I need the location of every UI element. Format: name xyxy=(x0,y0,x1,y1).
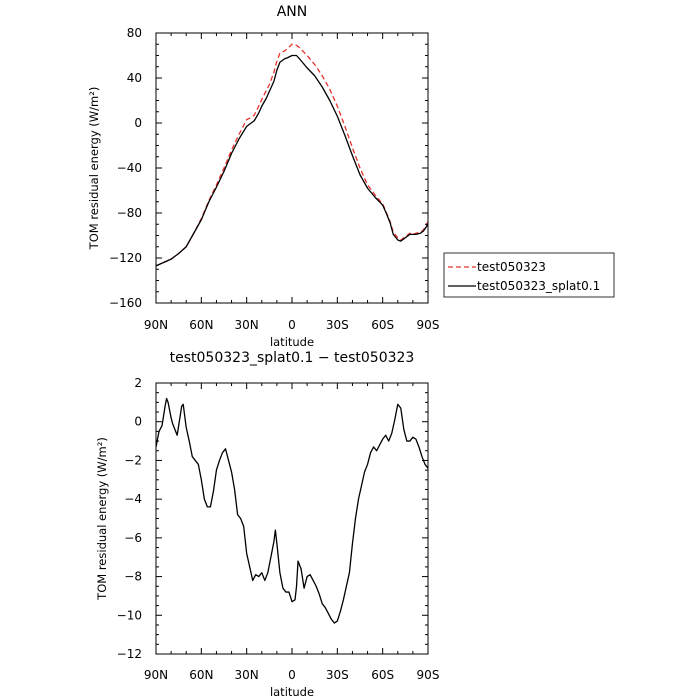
x-tick-label: 60N xyxy=(189,318,213,332)
x-tick-label: 30N xyxy=(235,668,259,682)
y-tick-label: 40 xyxy=(127,71,142,85)
plot-frame xyxy=(155,382,429,655)
chart-title: ANN xyxy=(277,4,308,20)
series-line xyxy=(155,54,429,267)
chart-top: ANN 90N 60N 30N 0 30S 60S 90S 80 40 0 −40 −80 −120 −16… xyxy=(87,4,615,349)
y-tick-label: −4 xyxy=(124,492,142,506)
y-tick-label: 80 xyxy=(127,26,142,40)
y-tick-label: −160 xyxy=(109,296,142,310)
y-tick-label: −12 xyxy=(117,647,142,661)
y-tick-label: −40 xyxy=(117,161,142,175)
chart-title: test050323_splat0.1 − test050323 xyxy=(170,350,415,366)
plot-frame xyxy=(155,32,429,304)
x-tick-label: 0 xyxy=(288,318,296,332)
legend-box xyxy=(443,252,615,298)
y-tick-label: −10 xyxy=(117,608,142,622)
y-tick-label: −80 xyxy=(117,206,142,220)
y-tick-label: −6 xyxy=(124,531,142,545)
x-tick-label: 30S xyxy=(326,318,349,332)
chart-bottom: test050323_splat0.1 − test050323 90N 60N 30… xyxy=(95,350,439,699)
y-tick-label: −120 xyxy=(109,251,142,265)
y-tick-label: −2 xyxy=(124,453,142,467)
x-axis-label: latitude xyxy=(270,335,314,349)
legend: test050323 test050323_splat0.1 xyxy=(443,252,615,298)
y-tick-label: 0 xyxy=(134,415,142,429)
legend-label: test050323_splat0.1 xyxy=(477,279,600,293)
y-axis-label: TOM residual energy (W/m²) xyxy=(95,437,109,601)
y-tick-label: 0 xyxy=(134,116,142,130)
x-tick-label: 60S xyxy=(371,668,394,682)
x-tick-label: 60S xyxy=(371,318,394,332)
legend-label: test050323 xyxy=(477,260,546,274)
x-tick-label: 30S xyxy=(326,668,349,682)
y-axis-label: TOM residual energy (W/m²) xyxy=(87,87,101,251)
x-tick-label: 90S xyxy=(417,668,440,682)
x-tick-label: 90S xyxy=(417,318,440,332)
y-tick-label: −8 xyxy=(124,570,142,584)
y-tick-label: 2 xyxy=(134,376,142,390)
series-line xyxy=(155,397,429,624)
x-axis-label: latitude xyxy=(270,685,314,699)
series-group xyxy=(155,397,429,624)
x-tick-label: 90N xyxy=(144,668,168,682)
series-group xyxy=(155,43,429,267)
x-tick-label: 30N xyxy=(235,318,259,332)
x-tick-label: 90N xyxy=(144,318,168,332)
x-tick-label: 0 xyxy=(288,668,296,682)
series-line xyxy=(155,43,429,267)
x-tick-label: 60N xyxy=(189,668,213,682)
